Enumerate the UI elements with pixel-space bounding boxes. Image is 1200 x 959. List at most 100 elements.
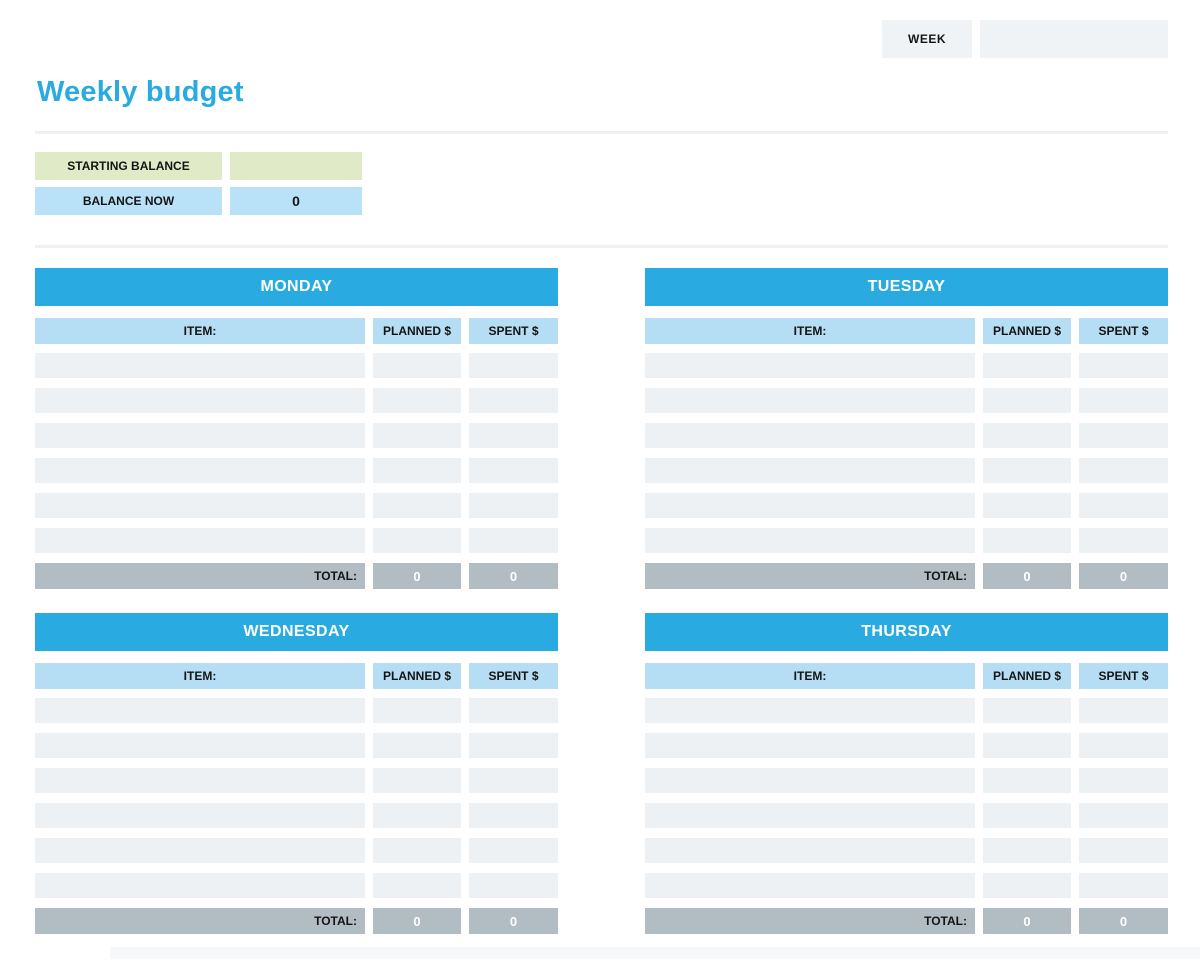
spent-input-cell[interactable]	[469, 838, 558, 863]
item-input-cell[interactable]	[35, 803, 365, 828]
item-input-cell[interactable]	[645, 873, 975, 898]
total-spent-value: 0	[1079, 563, 1168, 589]
starting-balance-value-cell[interactable]	[230, 152, 362, 180]
spent-input-cell[interactable]	[1079, 733, 1168, 758]
item-input-cell[interactable]	[645, 353, 975, 378]
entry-row	[645, 493, 1168, 518]
spent-input-cell[interactable]	[469, 528, 558, 553]
spent-input-cell[interactable]	[469, 493, 558, 518]
spent-input-cell[interactable]	[469, 423, 558, 448]
item-column-header: ITEM:	[35, 663, 365, 689]
item-input-cell[interactable]	[35, 768, 365, 793]
planned-input-cell[interactable]	[983, 698, 1071, 723]
planned-input-cell[interactable]	[983, 838, 1071, 863]
spent-input-cell[interactable]	[469, 733, 558, 758]
day-header: MONDAY	[35, 268, 558, 306]
planned-input-cell[interactable]	[983, 528, 1071, 553]
spent-input-cell[interactable]	[469, 768, 558, 793]
item-input-cell[interactable]	[645, 698, 975, 723]
entry-row	[645, 698, 1168, 723]
item-input-cell[interactable]	[645, 423, 975, 448]
planned-input-cell[interactable]	[983, 873, 1071, 898]
entry-rows	[645, 344, 1168, 553]
item-input-cell[interactable]	[645, 803, 975, 828]
spent-input-cell[interactable]	[469, 873, 558, 898]
entry-row	[35, 493, 558, 518]
week-value-cell[interactable]	[980, 20, 1168, 58]
entry-row	[35, 528, 558, 553]
planned-input-cell[interactable]	[983, 458, 1071, 483]
planned-input-cell[interactable]	[373, 423, 461, 448]
total-planned-value: 0	[983, 563, 1071, 589]
spent-input-cell[interactable]	[1079, 873, 1168, 898]
entry-row	[645, 873, 1168, 898]
planned-input-cell[interactable]	[983, 388, 1071, 413]
planned-column-header: PLANNED $	[983, 663, 1071, 689]
item-input-cell[interactable]	[645, 458, 975, 483]
item-input-cell[interactable]	[645, 768, 975, 793]
page-title: Weekly budget	[37, 76, 244, 108]
planned-input-cell[interactable]	[373, 698, 461, 723]
item-input-cell[interactable]	[645, 528, 975, 553]
item-input-cell[interactable]	[35, 873, 365, 898]
item-input-cell[interactable]	[645, 838, 975, 863]
spent-input-cell[interactable]	[469, 388, 558, 413]
planned-input-cell[interactable]	[373, 458, 461, 483]
spent-input-cell[interactable]	[1079, 388, 1168, 413]
spent-input-cell[interactable]	[469, 458, 558, 483]
day-table-wednesday: WEDNESDAY ITEM: PLANNED $ SPENT $	[35, 613, 558, 934]
spent-input-cell[interactable]	[1079, 698, 1168, 723]
spent-input-cell[interactable]	[469, 353, 558, 378]
entry-row	[645, 353, 1168, 378]
item-input-cell[interactable]	[35, 698, 365, 723]
balance-now-label: BALANCE NOW	[35, 187, 222, 215]
item-input-cell[interactable]	[35, 458, 365, 483]
entry-row	[645, 768, 1168, 793]
column-header-row: ITEM: PLANNED $ SPENT $	[645, 663, 1168, 689]
spent-input-cell[interactable]	[1079, 423, 1168, 448]
planned-input-cell[interactable]	[373, 838, 461, 863]
item-input-cell[interactable]	[645, 493, 975, 518]
total-planned-value: 0	[373, 563, 461, 589]
item-input-cell[interactable]	[645, 733, 975, 758]
planned-input-cell[interactable]	[373, 353, 461, 378]
spent-input-cell[interactable]	[1079, 458, 1168, 483]
planned-input-cell[interactable]	[373, 388, 461, 413]
item-column-header: ITEM:	[35, 318, 365, 344]
planned-input-cell[interactable]	[983, 353, 1071, 378]
planned-input-cell[interactable]	[983, 803, 1071, 828]
planned-input-cell[interactable]	[373, 733, 461, 758]
item-input-cell[interactable]	[35, 423, 365, 448]
entry-row	[35, 423, 558, 448]
entry-row	[645, 423, 1168, 448]
day-tables-grid: MONDAY ITEM: PLANNED $ SPENT $	[35, 268, 1168, 934]
total-label: TOTAL:	[35, 908, 365, 934]
planned-input-cell[interactable]	[983, 768, 1071, 793]
planned-input-cell[interactable]	[373, 803, 461, 828]
planned-input-cell[interactable]	[373, 768, 461, 793]
spent-input-cell[interactable]	[1079, 768, 1168, 793]
week-label: WEEK	[882, 20, 972, 58]
planned-input-cell[interactable]	[373, 493, 461, 518]
item-input-cell[interactable]	[35, 353, 365, 378]
entry-row	[645, 733, 1168, 758]
spent-input-cell[interactable]	[469, 803, 558, 828]
planned-input-cell[interactable]	[983, 493, 1071, 518]
total-label: TOTAL:	[645, 908, 975, 934]
planned-input-cell[interactable]	[373, 873, 461, 898]
item-input-cell[interactable]	[35, 388, 365, 413]
spent-input-cell[interactable]	[1079, 838, 1168, 863]
item-input-cell[interactable]	[35, 838, 365, 863]
item-input-cell[interactable]	[35, 493, 365, 518]
spent-input-cell[interactable]	[1079, 528, 1168, 553]
planned-input-cell[interactable]	[373, 528, 461, 553]
planned-input-cell[interactable]	[983, 733, 1071, 758]
item-input-cell[interactable]	[35, 733, 365, 758]
spent-input-cell[interactable]	[1079, 803, 1168, 828]
planned-input-cell[interactable]	[983, 423, 1071, 448]
spent-input-cell[interactable]	[469, 698, 558, 723]
spent-input-cell[interactable]	[1079, 493, 1168, 518]
item-input-cell[interactable]	[35, 528, 365, 553]
item-input-cell[interactable]	[645, 388, 975, 413]
spent-input-cell[interactable]	[1079, 353, 1168, 378]
